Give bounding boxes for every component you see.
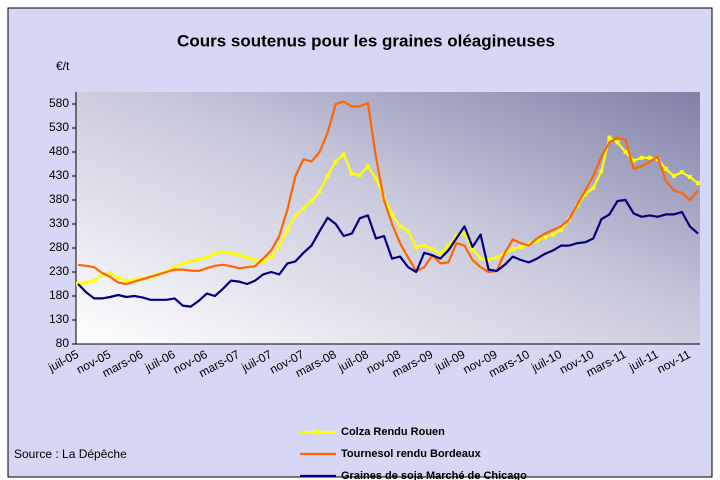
point-marker xyxy=(237,252,242,257)
point-marker xyxy=(309,198,314,203)
point-marker xyxy=(285,227,290,232)
point-marker xyxy=(494,255,499,260)
point-marker xyxy=(116,275,121,280)
point-marker xyxy=(631,158,636,163)
point-marker xyxy=(269,254,274,259)
source: Source : La Dépêche xyxy=(14,447,127,461)
point-marker xyxy=(92,278,97,283)
y-tick-label: 130 xyxy=(49,312,69,326)
y-tick-label: 380 xyxy=(49,192,69,206)
point-marker xyxy=(671,174,676,178)
series-line xyxy=(77,100,699,286)
point-marker xyxy=(333,159,338,164)
point-marker xyxy=(534,238,539,243)
point-marker xyxy=(132,278,137,283)
point-marker xyxy=(478,256,483,261)
point-marker xyxy=(220,249,225,254)
point-marker xyxy=(591,186,596,190)
point-marker xyxy=(583,192,588,197)
point-marker xyxy=(398,224,403,229)
legend-text: Graines de soja Marché de Chicago xyxy=(341,470,527,480)
point-marker xyxy=(414,245,419,250)
y-tick-label: 180 xyxy=(49,288,69,302)
point-marker xyxy=(679,170,684,175)
y-tick-label: 430 xyxy=(49,168,69,182)
point-marker xyxy=(687,174,692,179)
point-marker xyxy=(438,251,443,256)
point-marker xyxy=(696,181,700,186)
y-tick-label: 230 xyxy=(49,264,69,278)
y-tick-label: 530 xyxy=(49,120,69,134)
point-marker xyxy=(349,171,354,176)
legend-text: Tournesol rendu Bordeaux xyxy=(341,448,482,460)
point-marker xyxy=(486,258,491,262)
y-axis-label: €/t xyxy=(56,59,70,73)
point-marker xyxy=(390,212,395,217)
point-marker xyxy=(406,229,411,234)
point-marker xyxy=(551,232,556,237)
point-marker xyxy=(204,255,209,260)
point-marker xyxy=(462,231,467,236)
point-marker xyxy=(639,155,644,160)
point-marker xyxy=(301,206,306,211)
plot-area xyxy=(76,92,700,344)
point-marker xyxy=(100,273,105,278)
point-marker xyxy=(373,176,378,181)
point-marker xyxy=(365,164,370,169)
point-marker xyxy=(84,280,89,285)
y-tick-label: 480 xyxy=(49,144,69,158)
point-marker xyxy=(325,174,330,178)
point-marker xyxy=(543,235,548,240)
y-tick-label: 80 xyxy=(56,336,70,350)
point-marker xyxy=(454,234,459,238)
point-marker xyxy=(293,213,298,218)
point-marker xyxy=(245,255,250,260)
point-marker xyxy=(188,258,193,263)
point-marker xyxy=(430,246,435,251)
point-marker xyxy=(615,140,620,145)
point-marker xyxy=(317,189,322,194)
chart-title: Cours soutenus pour les graines oléagine… xyxy=(177,31,555,50)
y-tick-label: 330 xyxy=(49,216,69,230)
point-marker xyxy=(228,250,233,255)
point-marker xyxy=(607,135,612,140)
point-marker xyxy=(124,278,129,283)
point-marker xyxy=(357,173,362,178)
point-marker xyxy=(180,261,185,266)
point-marker xyxy=(108,270,113,275)
y-tick-label: 580 xyxy=(49,96,69,110)
point-marker xyxy=(261,259,266,264)
point-marker xyxy=(518,245,523,250)
point-marker xyxy=(663,166,668,171)
point-marker xyxy=(196,257,201,262)
point-marker xyxy=(277,243,282,248)
point-marker xyxy=(623,150,628,154)
point-marker xyxy=(446,243,451,248)
point-marker xyxy=(599,169,604,174)
point-marker xyxy=(647,155,652,160)
point-marker xyxy=(172,265,177,270)
series-line xyxy=(77,198,699,308)
point-marker xyxy=(422,243,427,248)
point-marker xyxy=(559,227,564,232)
legend-text: Colza Rendu Rouen xyxy=(341,426,445,438)
y-tick-label: 280 xyxy=(49,240,69,254)
point-marker xyxy=(341,152,346,157)
point-marker xyxy=(510,246,515,251)
point-marker xyxy=(212,251,217,256)
legend-marker xyxy=(315,429,320,435)
point-marker xyxy=(253,258,258,263)
point-marker xyxy=(470,246,475,251)
